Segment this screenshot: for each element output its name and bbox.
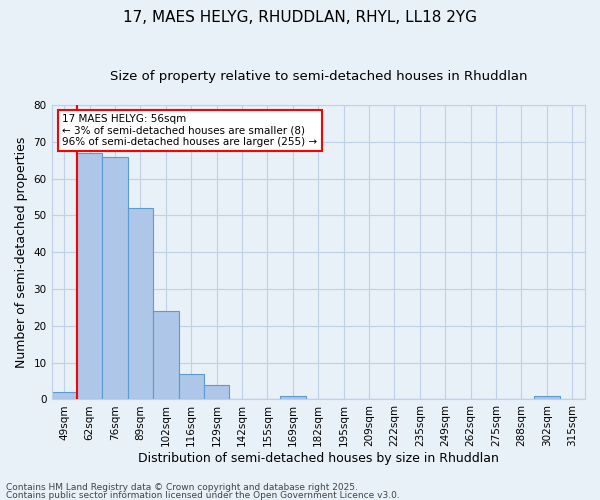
- Text: Contains public sector information licensed under the Open Government Licence v3: Contains public sector information licen…: [6, 491, 400, 500]
- Bar: [52, 392, 77, 400]
- Text: 17, MAES HELYG, RHUDDLAN, RHYL, LL18 2YG: 17, MAES HELYG, RHUDDLAN, RHYL, LL18 2YG: [123, 10, 477, 25]
- Bar: [153, 311, 179, 400]
- Bar: [128, 208, 153, 400]
- Title: Size of property relative to semi-detached houses in Rhuddlan: Size of property relative to semi-detach…: [110, 70, 527, 83]
- Y-axis label: Number of semi-detached properties: Number of semi-detached properties: [15, 136, 28, 368]
- Bar: [534, 396, 560, 400]
- Bar: [280, 396, 305, 400]
- Text: Contains HM Land Registry data © Crown copyright and database right 2025.: Contains HM Land Registry data © Crown c…: [6, 484, 358, 492]
- X-axis label: Distribution of semi-detached houses by size in Rhuddlan: Distribution of semi-detached houses by …: [138, 452, 499, 465]
- Bar: [204, 384, 229, 400]
- Bar: [77, 153, 103, 400]
- Bar: [179, 374, 204, 400]
- Text: 17 MAES HELYG: 56sqm
← 3% of semi-detached houses are smaller (8)
96% of semi-de: 17 MAES HELYG: 56sqm ← 3% of semi-detach…: [62, 114, 317, 147]
- Bar: [103, 156, 128, 400]
